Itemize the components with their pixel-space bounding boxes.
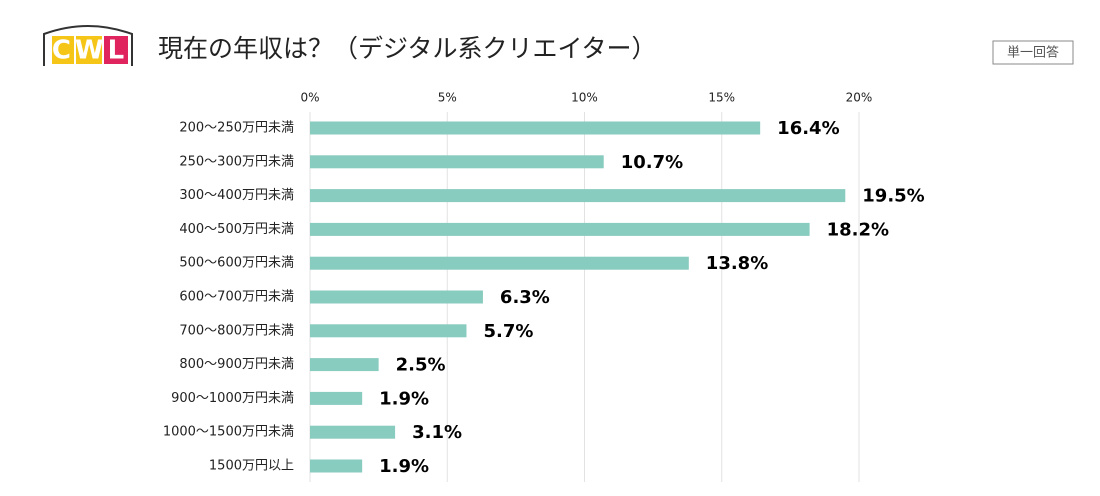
value-label: 5.7%	[483, 321, 533, 342]
y-tick-label: 900〜1000万円未満	[171, 391, 294, 406]
logo-block	[52, 36, 74, 64]
y-tick-label: 600〜700万円未満	[179, 290, 294, 305]
logo: CWL	[43, 25, 133, 66]
bar	[310, 189, 846, 203]
x-tick-label: 0%	[300, 91, 319, 105]
y-tick-label: 250〜300万円未満	[179, 154, 294, 169]
chart-title: 現在の年収は？（デジタル系クリエイター）	[158, 34, 657, 63]
y-tick-label: 300〜400万円未満	[179, 188, 294, 203]
bar	[310, 155, 604, 169]
x-tick-label: 10%	[571, 91, 598, 105]
bar	[310, 425, 396, 439]
value-label: 2.5%	[396, 355, 446, 376]
y-tick-label: 200〜250万円未満	[179, 121, 294, 136]
bar	[310, 391, 363, 405]
bar	[310, 256, 689, 270]
logo-frame	[43, 25, 133, 66]
badge: 単一回答	[1007, 45, 1059, 61]
value-label: 1.9%	[379, 388, 429, 409]
value-label: 1.9%	[379, 456, 429, 477]
value-label: 3.1%	[412, 422, 462, 443]
bar	[310, 459, 363, 473]
value-label: 10.7%	[621, 152, 683, 173]
value-label: 13.8%	[706, 253, 768, 274]
x-tick-label: 5%	[438, 91, 457, 105]
bar	[310, 324, 467, 338]
logo-block	[104, 36, 128, 64]
bar	[310, 358, 379, 372]
value-label: 19.5%	[862, 186, 924, 207]
x-tick-label: 15%	[708, 91, 735, 105]
y-tick-label: 400〜500万円未満	[179, 222, 294, 237]
logo-block	[76, 36, 102, 64]
y-tick-label: 1000〜1500万円未満	[163, 425, 294, 440]
bar	[310, 222, 810, 236]
value-label: 18.2%	[827, 219, 889, 240]
y-tick-label: 700〜800万円未満	[179, 323, 294, 338]
x-tick-label: 20%	[846, 91, 873, 105]
y-tick-label: 1500万円以上	[209, 459, 294, 474]
bar	[310, 290, 483, 304]
logo-text: CWL	[52, 36, 128, 66]
bar	[310, 121, 761, 135]
value-label: 16.4%	[777, 118, 839, 139]
y-tick-label: 800〜900万円未満	[179, 357, 294, 372]
y-tick-label: 500〜600万円未満	[179, 256, 294, 271]
value-label: 6.3%	[500, 287, 550, 308]
badge-box	[992, 40, 1074, 65]
